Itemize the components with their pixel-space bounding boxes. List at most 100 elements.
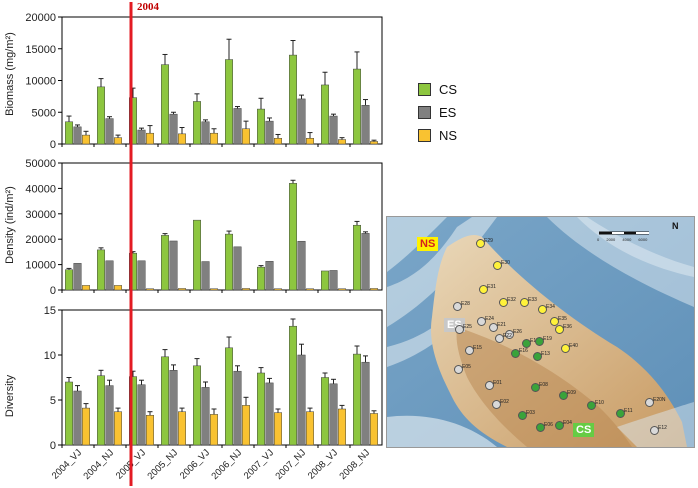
station-label: E25	[463, 324, 472, 330]
station-marker-cs	[536, 423, 545, 432]
bar-es	[105, 260, 114, 291]
bar-cs	[97, 249, 105, 291]
x-tick-label: 2006_VJ	[178, 447, 212, 481]
y-tick-label: 30000	[25, 209, 56, 221]
station-label: E19	[543, 336, 552, 342]
bar-cs	[65, 381, 73, 446]
bar-ns	[114, 137, 122, 145]
x-tick-label: 2008_NJ	[337, 447, 372, 482]
y-tick-label: 15	[44, 305, 56, 317]
station-label: E04	[563, 420, 572, 426]
station-marker-ns	[493, 261, 502, 270]
station-label: E01	[493, 380, 502, 386]
station-marker-es	[477, 317, 486, 326]
station-marker-es	[485, 381, 494, 390]
legend-label-es: ES	[439, 105, 457, 120]
bar-cs	[225, 233, 233, 291]
y-tick-label: 0	[50, 285, 56, 297]
station-label: E36	[563, 324, 572, 330]
bar-es	[105, 385, 114, 446]
bar-es	[297, 98, 306, 145]
bar-cs	[257, 108, 265, 145]
legend-item-cs: CS	[418, 78, 457, 101]
bar-es	[233, 246, 242, 291]
density-y-axis-label: Density (ind/m²)	[4, 186, 16, 264]
bar-cs	[353, 353, 361, 446]
station-marker-es	[489, 323, 498, 332]
diversity-y-axis-label: Diversity	[4, 374, 16, 418]
bar-ns	[178, 288, 186, 291]
bar-ns	[370, 413, 378, 446]
bar-es	[201, 261, 210, 291]
map-scale-labels: 0 2000 4000 6000	[597, 237, 647, 242]
station-label: E12	[658, 425, 667, 431]
bar-es	[233, 108, 242, 145]
bar-cs	[225, 347, 233, 446]
bar-es	[233, 370, 242, 446]
bar-es	[73, 390, 82, 446]
x-tick-label: 2006_NJ	[209, 447, 244, 482]
bar-cs	[321, 270, 329, 291]
y-tick-label: 40000	[25, 183, 56, 195]
station-label: E24	[485, 316, 494, 322]
station-marker-es	[454, 365, 463, 374]
bar-cs	[193, 219, 201, 291]
station-label: E05	[462, 364, 471, 370]
x-tick-label: 2005_NJ	[145, 447, 180, 482]
y-tick-label: 5000	[32, 107, 56, 119]
station-marker-cs	[533, 352, 542, 361]
station-marker-cs	[555, 421, 564, 430]
station-label: E32	[507, 297, 516, 303]
station-label: E30	[501, 260, 510, 266]
zone-label-ns: NS	[417, 237, 439, 251]
y-tick-label: 50000	[25, 158, 56, 170]
bar-es	[265, 382, 274, 446]
bar-ns	[338, 288, 346, 291]
bar-ns	[306, 138, 314, 145]
x-tick-label: 2007_VJ	[242, 447, 276, 481]
x-tick-label: 2008_VJ	[306, 447, 340, 481]
bar-ns	[114, 285, 122, 291]
station-marker-cs	[535, 337, 544, 346]
bar-ns	[242, 128, 250, 145]
bar-ns	[370, 141, 378, 145]
station-marker-ns	[555, 325, 564, 334]
y-tick-label: 5	[50, 395, 56, 407]
map-terrain	[387, 217, 694, 447]
legend-swatch-cs	[418, 83, 431, 96]
bar-cs	[353, 68, 361, 145]
bar-ns	[178, 133, 186, 145]
station-marker-ns	[538, 305, 547, 314]
map-scale-label: 6000	[638, 237, 648, 242]
bar-cs	[289, 325, 297, 446]
bar-cs	[257, 266, 265, 291]
station-marker-cs	[511, 349, 520, 358]
station-marker-ns	[550, 317, 559, 326]
station-label: E20N	[653, 397, 666, 403]
station-marker-cs	[559, 391, 568, 400]
station-marker-cs	[531, 383, 540, 392]
bar-cs	[321, 377, 329, 446]
y-tick-label: 10	[44, 350, 56, 362]
station-marker-cs	[587, 401, 596, 410]
bar-cs	[353, 224, 361, 291]
y-tick-label: 15000	[25, 44, 56, 56]
station-label: E08	[539, 382, 548, 388]
station-label: E06	[544, 422, 553, 428]
bar-ns	[274, 138, 282, 145]
bar-cs	[225, 59, 233, 145]
bar-ns	[370, 288, 378, 291]
station-marker-es	[505, 330, 514, 339]
x-tick-label: 2004_NJ	[81, 447, 116, 482]
bar-es	[201, 121, 210, 145]
bar-ns	[146, 415, 154, 446]
bar-es	[137, 260, 146, 291]
x-tick-label: 2007_NJ	[273, 447, 308, 482]
bar-ns	[82, 407, 90, 446]
bar-es	[137, 129, 146, 145]
station-marker-cs	[522, 339, 531, 348]
bar-ns	[338, 408, 346, 446]
station-label: E03	[526, 410, 535, 416]
station-label: E22	[503, 333, 512, 339]
zone-label-cs: CS	[573, 423, 595, 437]
